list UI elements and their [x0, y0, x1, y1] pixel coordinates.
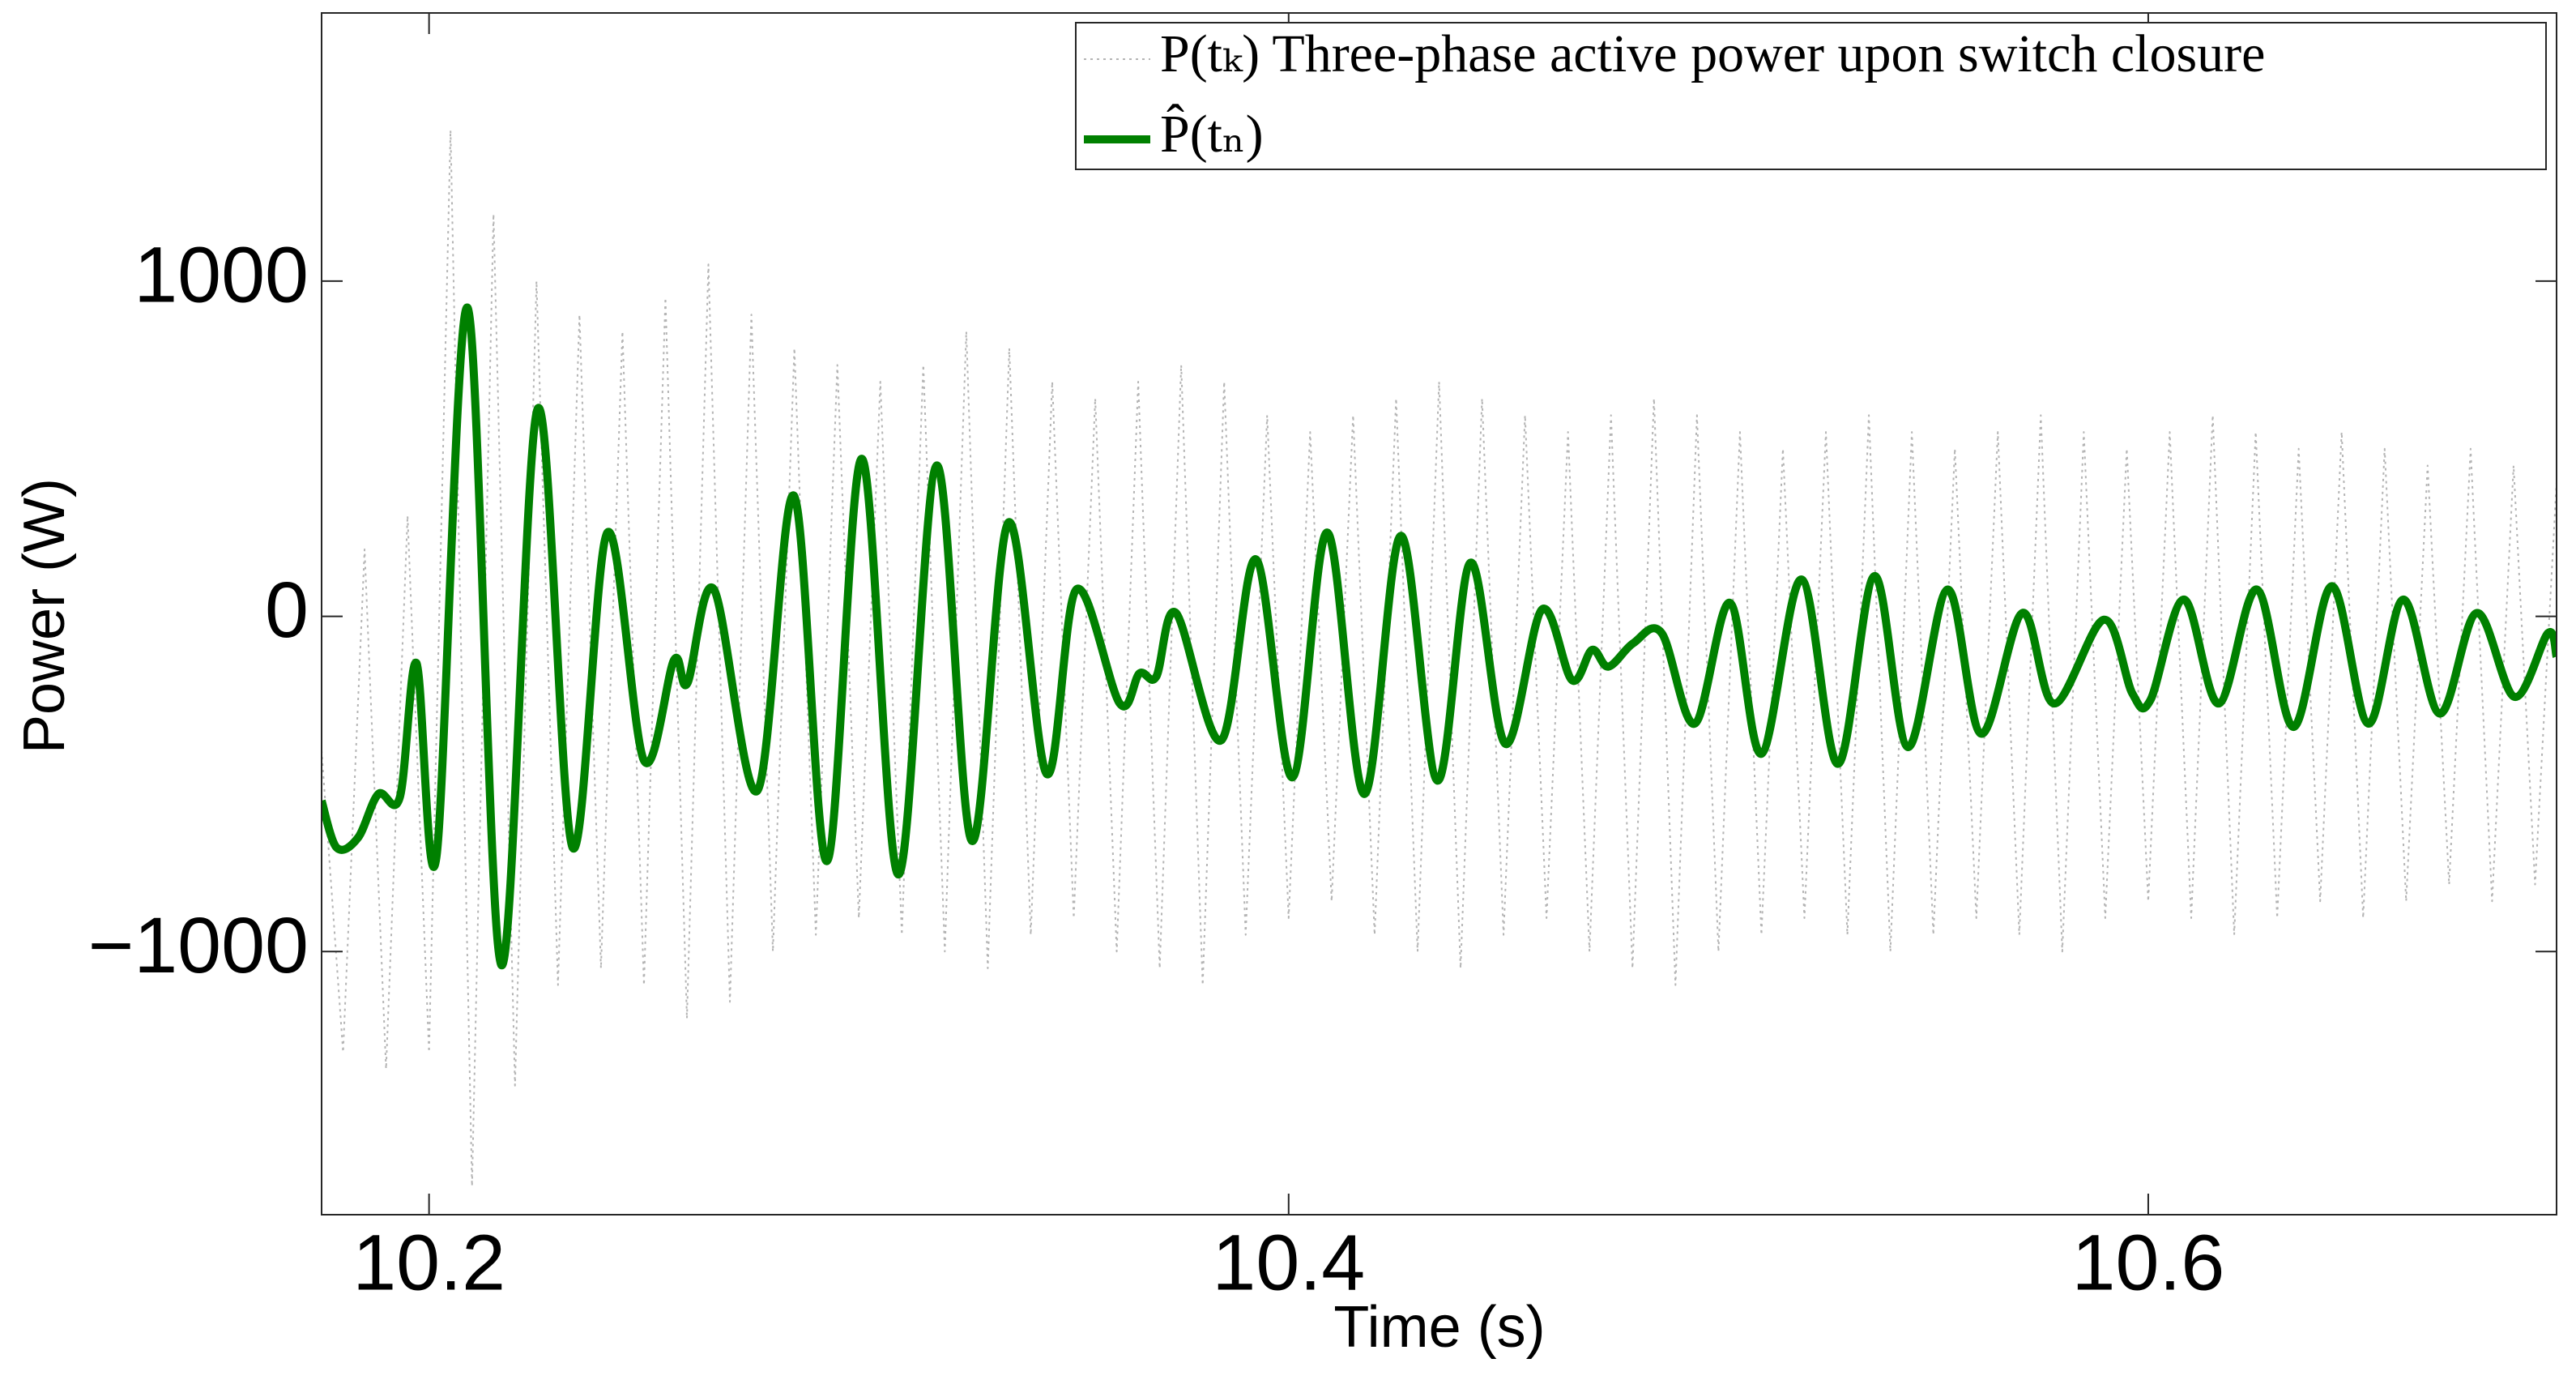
legend: P(tₖ) Three-phase active power upon swit… — [1075, 22, 2547, 170]
x-axis-title: Time (s) — [1333, 1295, 1545, 1360]
ticks: 10.2 10.4 10.6 −1000 0 1000 — [88, 13, 2557, 1307]
axes-box — [321, 12, 2557, 1216]
x-tick-label: 10.2 — [352, 1219, 505, 1307]
legend-label: P(tₖ) Three-phase active power upon swit… — [1160, 24, 2265, 83]
plot-area — [322, 129, 2557, 1187]
y-axis-title: Power (W) — [12, 478, 77, 754]
x-tick-label: 10.4 — [1212, 1219, 1365, 1307]
y-tick-label: 0 — [265, 566, 309, 654]
raw-power-line — [322, 129, 2557, 1187]
y-tick-label: 1000 — [134, 231, 309, 319]
legend-box — [1075, 22, 2547, 170]
y-tick-label: −1000 — [88, 901, 309, 989]
estimated-power-line — [322, 303, 2557, 969]
legend-label: P̂(tₙ) — [1160, 104, 1264, 164]
x-tick-label: 10.6 — [2072, 1219, 2225, 1307]
